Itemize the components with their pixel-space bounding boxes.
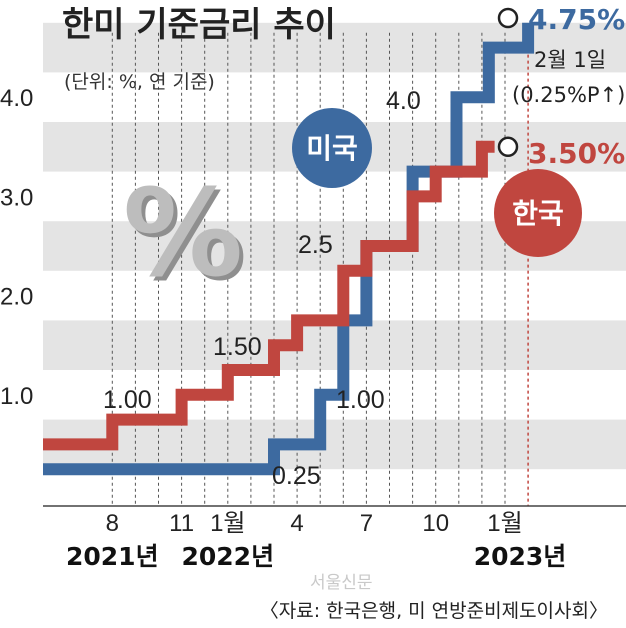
- chart-subtitle: (단위: %, 연 기준): [64, 71, 215, 93]
- x-tick-label: 8: [106, 510, 119, 537]
- x-year-label: 2021년: [66, 542, 159, 571]
- label-us-4-0: 4.0: [386, 87, 421, 115]
- y-tick-label: 1.0: [0, 383, 33, 410]
- y-tick-label: 4.0: [0, 85, 33, 112]
- series-lines: [43, 7, 535, 476]
- x-year-label: 2022년: [182, 542, 275, 571]
- x-tick-label: 7: [360, 510, 373, 537]
- label-change-note: (0.25%P↑): [512, 83, 625, 107]
- x-tick-label: 4: [290, 510, 303, 537]
- end-marker-us: [497, 7, 519, 29]
- y-tick-label: 2.0: [0, 284, 33, 311]
- end-marker-kr: [497, 136, 519, 158]
- x-tick-label: 1월: [487, 510, 522, 537]
- chart-title: 한미 기준금리 추이: [62, 5, 336, 45]
- y-tick-label: 3.0: [0, 184, 33, 211]
- series-line-kr: [43, 140, 495, 451]
- x-tick-label: 11: [169, 510, 194, 537]
- kr-badge: [494, 169, 582, 257]
- band-1: [43, 320, 626, 370]
- kr-badge-label: 한국: [512, 197, 564, 230]
- label-date-note: 2월 1일: [534, 48, 606, 72]
- label-kr-end: 3.50%: [528, 137, 625, 170]
- percent-icon: %: [123, 165, 243, 304]
- y-axis-ticks: 1.0 2.0 3.0 4.0: [0, 85, 33, 410]
- annotations: 1.00 1.50 0.25 1.00 2.5 4.0 4.75% 2월 1일 (0.25%P↑…: [103, 3, 625, 490]
- us-badge: [292, 108, 372, 188]
- source-note: 〈자료: 한국은행, 미 연방준비제도이사회〉: [260, 600, 608, 622]
- watermark: 서울신문: [310, 573, 373, 593]
- label-us-2-5: 2.5: [298, 231, 333, 259]
- label-us-end: 4.75%: [528, 3, 625, 36]
- label-kr-1-50: 1.50: [213, 333, 262, 361]
- percent-icon-shadow: %: [127, 169, 247, 308]
- label-us-1-00: 1.00: [336, 386, 385, 414]
- label-kr-1-00: 1.00: [103, 386, 152, 414]
- x-axis-ticks: 8 11 1월 4 7 10 1월 2021년 2022년 2023년: [66, 510, 566, 571]
- x-tick-label: 1월: [210, 510, 245, 537]
- x-tick-label: 10: [422, 510, 449, 537]
- us-badge-label: 미국: [306, 132, 358, 165]
- label-us-0-25: 0.25: [272, 462, 321, 490]
- band-0: [43, 419, 626, 470]
- x-year-label: 2023년: [474, 542, 567, 571]
